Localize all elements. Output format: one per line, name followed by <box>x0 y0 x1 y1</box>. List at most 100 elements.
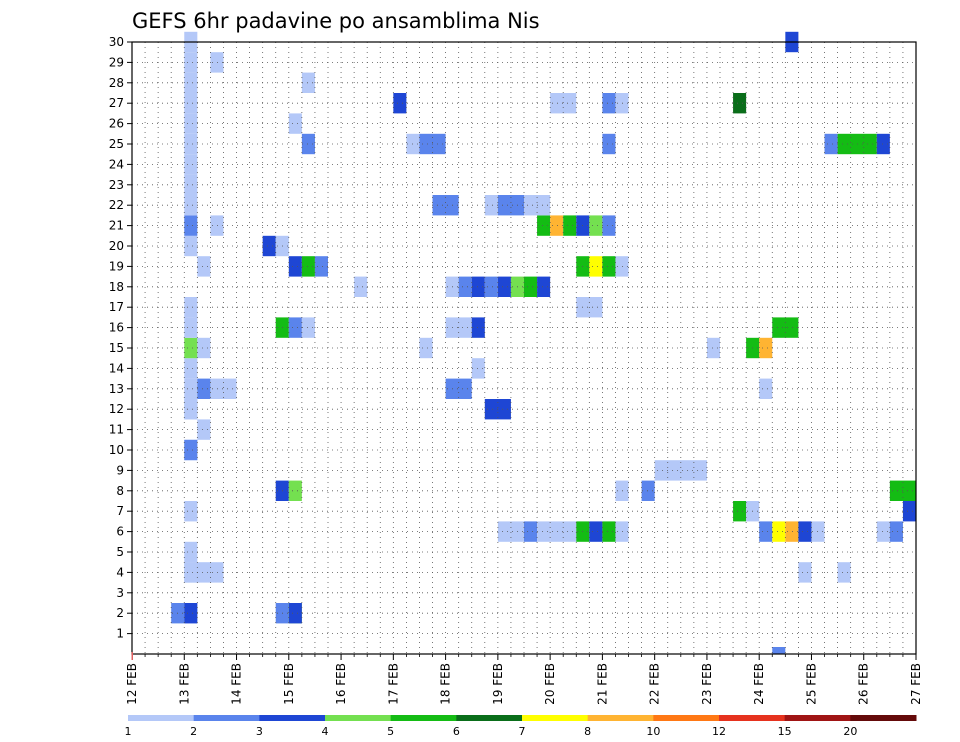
heatmap-cell <box>602 521 616 542</box>
heatmap-cell <box>759 337 773 359</box>
y-tick-label: 15 <box>109 341 124 355</box>
heatmap-cell <box>772 647 786 654</box>
heatmap-cell <box>589 215 603 236</box>
colorbar-swatch <box>522 715 589 721</box>
heatmap-cell <box>184 439 198 461</box>
x-tick-label: 19 FEB <box>491 663 505 705</box>
cells-layer <box>171 31 916 654</box>
y-tick-label: 7 <box>116 504 124 518</box>
y-tick-label: 14 <box>109 361 124 375</box>
x-tick-label: 13 FEB <box>177 663 191 705</box>
heatmap-cell <box>184 113 198 134</box>
heatmap-cell <box>184 297 198 318</box>
heatmap-cell <box>184 337 198 359</box>
colorbar-swatch <box>325 715 392 721</box>
colorbar-label: 12 <box>712 725 726 738</box>
heatmap-cell <box>314 256 328 277</box>
heatmap-cell <box>184 358 198 379</box>
heatmap-cell <box>393 93 407 114</box>
heatmap-cell <box>641 480 655 501</box>
y-tick-label: 21 <box>109 219 124 233</box>
heatmap-cell <box>759 521 773 542</box>
x-origin-marker <box>131 652 133 660</box>
heatmap-cell <box>288 256 302 277</box>
heatmap-cell <box>210 215 224 236</box>
heatmap-cell <box>184 399 198 420</box>
heatmap-cell <box>301 72 315 93</box>
heatmap-cell <box>589 521 603 542</box>
heatmap-cell <box>876 521 890 542</box>
colorbar-label: 20 <box>843 725 857 738</box>
heatmap-cell <box>184 317 198 338</box>
heatmap-cell <box>184 52 198 73</box>
heatmap-cell <box>262 235 276 257</box>
x-axis: 12 FEB 13 FEB 14 FEB 15 FEB 16 FEB 17 FEB 18 F… <box>125 652 923 705</box>
grid-layer <box>132 41 916 654</box>
y-tick-label: 23 <box>109 178 124 192</box>
heatmap-cell <box>602 215 616 236</box>
x-tick-label: 22 FEB <box>648 663 662 705</box>
heatmap-cell <box>184 603 198 624</box>
heatmap-cell <box>497 195 524 216</box>
x-tick-label: 23 FEB <box>700 663 714 705</box>
x-tick-label: 12 FEB <box>125 663 139 705</box>
x-tick-label: 16 FEB <box>334 663 348 705</box>
heatmap-cell <box>706 337 720 359</box>
heatmap-cell <box>602 93 616 114</box>
y-tick-label: 27 <box>109 96 124 110</box>
x-tick-label: 20 FEB <box>543 663 557 705</box>
y-tick-label: 4 <box>116 565 124 579</box>
heatmap-cell <box>184 154 198 175</box>
heatmap-cell <box>798 521 812 542</box>
y-tick-label: 28 <box>109 76 124 90</box>
heatmap-cell <box>497 276 511 297</box>
heatmap-cell <box>550 93 577 114</box>
colorbar-swatch <box>653 715 720 721</box>
heatmap-cell <box>301 256 315 277</box>
y-tick-label: 9 <box>116 463 124 477</box>
heatmap-cell <box>184 541 198 563</box>
y-axis: 1234567891011121314151617181920212223242… <box>109 35 132 641</box>
y-tick-label: 5 <box>116 545 124 559</box>
heatmap-cell <box>184 174 198 195</box>
heatmap-cell <box>301 133 315 155</box>
heatmap-cell <box>589 256 603 277</box>
heatmap-cell <box>197 419 211 440</box>
y-tick-label: 17 <box>109 300 124 314</box>
x-tick-label: 24 FEB <box>752 663 766 705</box>
heatmap-cell <box>458 276 472 297</box>
heatmap-cell <box>824 133 838 155</box>
heatmap-cell <box>876 133 890 155</box>
heatmap-cell <box>184 93 198 114</box>
y-tick-label: 13 <box>109 382 124 396</box>
y-tick-label: 29 <box>109 55 124 69</box>
colorbar-swatch <box>456 715 523 721</box>
heatmap-cell <box>288 317 302 338</box>
heatmap-cell <box>184 501 198 522</box>
x-tick-label: 15 FEB <box>282 663 296 705</box>
colorbar-label: 1 <box>125 725 132 738</box>
heatmap-cell <box>288 603 302 624</box>
heatmap-cell <box>197 256 211 277</box>
heatmap-cell <box>484 276 498 297</box>
heatmap-cell <box>837 562 851 583</box>
x-tick-label: 25 FEB <box>804 663 818 705</box>
heatmap-cell <box>484 195 498 216</box>
y-tick-label: 10 <box>109 443 124 457</box>
heatmap-cell <box>197 337 211 359</box>
chart-title: GEFS 6hr padavine po ansamblima Nis <box>132 9 540 33</box>
heatmap-cell <box>550 521 577 542</box>
colorbar-label: 7 <box>519 725 526 738</box>
y-tick-label: 8 <box>116 484 124 498</box>
heatmap-cell <box>445 378 472 399</box>
y-tick-label: 12 <box>109 402 124 416</box>
heatmap-cell <box>537 215 551 236</box>
colorbar: 1 2 3 4 5 6 7 8 10 12 15 20 <box>125 715 917 738</box>
heatmap-cell <box>524 521 538 542</box>
colorbar-label: 4 <box>322 725 329 738</box>
heatmap-cell <box>184 235 198 257</box>
heatmap-cell <box>184 72 198 93</box>
colorbar-swatch <box>193 715 260 721</box>
heatmap-cell <box>772 521 786 542</box>
